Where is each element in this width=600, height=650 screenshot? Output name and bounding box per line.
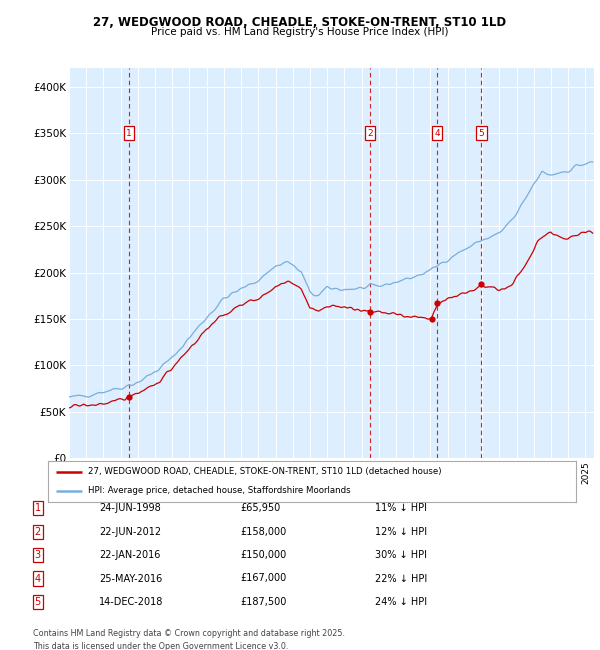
Text: £187,500: £187,500	[240, 597, 286, 607]
Text: 3: 3	[35, 550, 41, 560]
Text: 27, WEDGWOOD ROAD, CHEADLE, STOKE-ON-TRENT, ST10 1LD (detached house): 27, WEDGWOOD ROAD, CHEADLE, STOKE-ON-TRE…	[88, 467, 441, 476]
Text: 2: 2	[35, 526, 41, 537]
Text: £167,000: £167,000	[240, 573, 286, 584]
Text: Contains HM Land Registry data © Crown copyright and database right 2025.: Contains HM Land Registry data © Crown c…	[33, 629, 345, 638]
Text: Price paid vs. HM Land Registry's House Price Index (HPI): Price paid vs. HM Land Registry's House …	[151, 27, 449, 37]
Text: 24% ↓ HPI: 24% ↓ HPI	[375, 597, 427, 607]
Text: 11% ↓ HPI: 11% ↓ HPI	[375, 503, 427, 514]
Text: 27, WEDGWOOD ROAD, CHEADLE, STOKE-ON-TRENT, ST10 1LD: 27, WEDGWOOD ROAD, CHEADLE, STOKE-ON-TRE…	[94, 16, 506, 29]
Text: 25-MAY-2016: 25-MAY-2016	[99, 573, 162, 584]
Text: 30% ↓ HPI: 30% ↓ HPI	[375, 550, 427, 560]
Text: £158,000: £158,000	[240, 526, 286, 537]
Text: 5: 5	[479, 129, 484, 138]
Text: 22-JAN-2016: 22-JAN-2016	[99, 550, 160, 560]
Text: 2: 2	[367, 129, 373, 138]
Text: 1: 1	[126, 129, 132, 138]
Text: This data is licensed under the Open Government Licence v3.0.: This data is licensed under the Open Gov…	[33, 642, 289, 650]
Text: 4: 4	[434, 129, 440, 138]
Text: 4: 4	[35, 573, 41, 584]
Text: £65,950: £65,950	[240, 503, 280, 514]
Text: 5: 5	[35, 597, 41, 607]
Text: 1: 1	[35, 503, 41, 514]
Text: 12% ↓ HPI: 12% ↓ HPI	[375, 526, 427, 537]
Text: HPI: Average price, detached house, Staffordshire Moorlands: HPI: Average price, detached house, Staf…	[88, 486, 350, 495]
Text: 22% ↓ HPI: 22% ↓ HPI	[375, 573, 427, 584]
Text: 22-JUN-2012: 22-JUN-2012	[99, 526, 161, 537]
Text: 24-JUN-1998: 24-JUN-1998	[99, 503, 161, 514]
Text: £150,000: £150,000	[240, 550, 286, 560]
Text: 14-DEC-2018: 14-DEC-2018	[99, 597, 163, 607]
